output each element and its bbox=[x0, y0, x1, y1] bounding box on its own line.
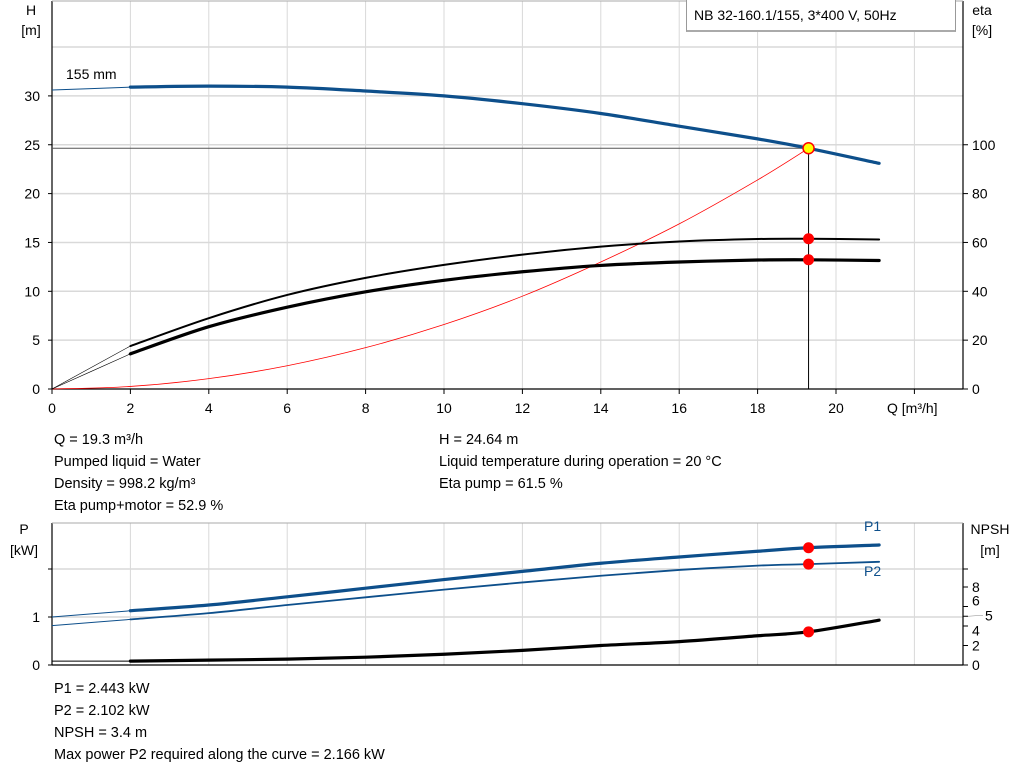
p-axis-unit: [kW] bbox=[10, 542, 38, 558]
npsh-tick-label: 2 bbox=[972, 638, 980, 654]
p2-marker bbox=[803, 558, 815, 570]
npsh-tick-label: 0 bbox=[972, 657, 980, 673]
p-axis-label: P bbox=[19, 521, 28, 537]
x-axis-label: Q [m³/h] bbox=[887, 400, 938, 416]
info-p1: P1 = 2.443 kW bbox=[54, 681, 150, 697]
p-tick-label: 0 bbox=[32, 657, 40, 673]
p2-curve bbox=[129, 560, 881, 621]
x-tick-label: 8 bbox=[362, 400, 370, 416]
npsh-tick-label: 5 bbox=[985, 607, 993, 623]
x-tick-label: 2 bbox=[127, 400, 135, 416]
bottom-grid bbox=[51, 522, 964, 666]
npsh-tick-leader bbox=[967, 614, 984, 617]
y-tick-label: 20 bbox=[24, 186, 40, 202]
info-liquid: Pumped liquid = Water bbox=[54, 454, 201, 470]
y-right-tick-label: 100 bbox=[972, 137, 996, 153]
x-tick-label: 12 bbox=[515, 400, 531, 416]
chart-marks bbox=[51, 84, 881, 663]
y-tick-label: 0 bbox=[32, 381, 40, 397]
info-q: Q = 19.3 m³/h bbox=[54, 432, 144, 448]
npsh-axis-unit: [m] bbox=[980, 542, 999, 558]
eta-pump-curve bbox=[129, 237, 881, 348]
x-tick-label: 0 bbox=[48, 400, 56, 416]
info-npsh: NPSH = 3.4 m bbox=[54, 725, 148, 741]
y-right-tick-label: 20 bbox=[972, 332, 988, 348]
info-max-power: Max power P2 required along the curve = … bbox=[54, 747, 385, 763]
duty-point-marker bbox=[802, 142, 815, 155]
info-eta-pump: Eta pump = 61.5 % bbox=[439, 476, 563, 492]
info-p2: P2 = 2.102 kW bbox=[54, 703, 150, 719]
curve-label: 155 mm bbox=[66, 66, 117, 82]
eta-pump-motor-curve bbox=[128, 258, 881, 356]
eta-pump-motor-marker bbox=[803, 254, 815, 266]
y-right-axis-unit: [%] bbox=[972, 22, 992, 38]
info-temperature: Liquid temperature during operation = 20… bbox=[439, 454, 722, 470]
y-right-tick-label: 80 bbox=[972, 186, 988, 202]
head-curve bbox=[128, 84, 881, 165]
info-top-left: Q = 19.3 m³/h Pumped liquid = Water Dens… bbox=[54, 429, 223, 517]
pump-title-box: NB 32-160.1/155, 3*400 V, 50Hz bbox=[686, 0, 956, 32]
y-tick-label: 10 bbox=[24, 283, 40, 299]
pump-title: NB 32-160.1/155, 3*400 V, 50Hz bbox=[694, 7, 897, 23]
y-axis-unit: [m] bbox=[21, 22, 40, 38]
npsh-marker bbox=[803, 626, 815, 638]
p2-series-label: P2 bbox=[864, 563, 881, 579]
x-tick-label: 10 bbox=[436, 400, 452, 416]
y-tick-label: 25 bbox=[24, 137, 40, 153]
y-tick-label: 30 bbox=[24, 88, 40, 104]
system-curve bbox=[51, 147, 809, 390]
y-right-axis-label: eta bbox=[972, 2, 992, 18]
p1-curve-extension bbox=[51, 610, 131, 618]
info-eta-pump-motor: Eta pump+motor = 52.9 % bbox=[54, 498, 224, 514]
info-top-right: H = 24.64 m Liquid temperature during op… bbox=[439, 429, 722, 495]
npsh-curve bbox=[128, 618, 881, 663]
x-tick-label: 18 bbox=[750, 400, 766, 416]
eta-pump-curve-extension bbox=[51, 345, 131, 390]
y-right-tick-label: 60 bbox=[972, 234, 988, 250]
x-tick-label: 4 bbox=[205, 400, 213, 416]
npsh-tick-label: 4 bbox=[972, 623, 980, 639]
p1-series-label: P1 bbox=[864, 518, 881, 534]
x-tick-label: 20 bbox=[828, 400, 844, 416]
y-tick-label: 5 bbox=[32, 332, 40, 348]
x-tick-label: 6 bbox=[283, 400, 291, 416]
y-right-tick-label: 40 bbox=[972, 283, 988, 299]
y-axis-label: H bbox=[26, 2, 36, 18]
npsh-tick-label: 6 bbox=[972, 593, 980, 609]
p1-curve bbox=[128, 543, 881, 613]
x-tick-label: 16 bbox=[671, 400, 687, 416]
p2-curve-extension bbox=[51, 618, 131, 627]
info-density: Density = 998.2 kg/m³ bbox=[54, 476, 196, 492]
p-tick-label: 1 bbox=[32, 609, 40, 625]
y-right-tick-label: 0 bbox=[972, 381, 980, 397]
info-h: H = 24.64 m bbox=[439, 432, 519, 448]
x-tick-label: 14 bbox=[593, 400, 609, 416]
eta-pump-motor-curve-extension bbox=[51, 353, 131, 390]
head-curve-extension bbox=[51, 86, 131, 91]
y-tick-label: 15 bbox=[24, 234, 40, 250]
p1-marker bbox=[803, 542, 815, 554]
npsh-tick-label: 8 bbox=[972, 579, 980, 595]
info-bottom: P1 = 2.443 kW P2 = 2.102 kW NPSH = 3.4 m… bbox=[54, 678, 385, 766]
npsh-axis-label: NPSH bbox=[971, 521, 1010, 537]
top-grid bbox=[51, 0, 964, 390]
eta-pump-marker bbox=[803, 233, 815, 245]
